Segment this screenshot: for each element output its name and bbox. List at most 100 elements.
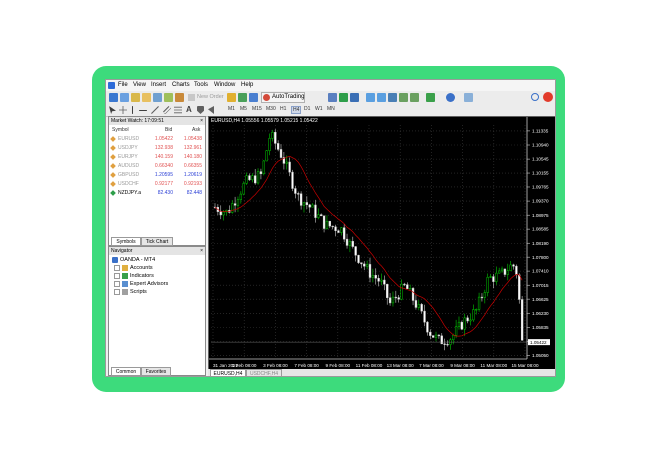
vertical-line-icon[interactable] xyxy=(132,106,133,114)
candle-body xyxy=(317,214,320,218)
list-item[interactable]: EURUSD 1.05422 1.05438 xyxy=(109,135,205,144)
navigator-title: Navigator × xyxy=(109,247,205,255)
time-tick-label: 7 Feb 08:00 xyxy=(294,363,319,368)
navigator-root[interactable]: OANDA - MT4 xyxy=(112,256,155,264)
zoom-in-icon[interactable] xyxy=(366,93,375,102)
menu-window[interactable]: Window xyxy=(214,82,236,88)
market-watch-icon[interactable] xyxy=(131,93,140,102)
history-icon[interactable] xyxy=(249,93,258,102)
list-item[interactable]: GBPUSD 1.20595 1.20619 xyxy=(109,171,205,180)
candle-body xyxy=(268,138,271,151)
symbol-name: GBPUSD xyxy=(118,172,140,178)
search-icon[interactable] xyxy=(531,93,539,101)
candle-body xyxy=(403,283,406,286)
menu-help[interactable]: Help xyxy=(241,82,254,88)
notification-icon[interactable] xyxy=(543,92,553,102)
tab-tick-chart[interactable]: Tick Chart xyxy=(141,237,173,246)
price-tick-label: 1.07410 xyxy=(532,269,549,274)
navigator-icon[interactable] xyxy=(153,93,162,102)
navigator-item-accounts[interactable]: Accounts xyxy=(114,264,153,272)
text-icon[interactable]: A xyxy=(186,105,192,114)
options-icon[interactable] xyxy=(238,93,247,102)
arrows-icon[interactable] xyxy=(208,106,214,114)
timeframe-m30[interactable]: M30 xyxy=(266,106,276,112)
data-window-icon[interactable] xyxy=(142,93,151,102)
header-ask: Ask xyxy=(192,127,201,133)
timeframe-h1[interactable]: H1 xyxy=(280,106,287,112)
menu-insert[interactable]: Insert xyxy=(151,82,167,88)
timeframe-m15[interactable]: M15 xyxy=(252,106,262,112)
candle-body xyxy=(388,297,392,304)
tab-symbols[interactable]: Symbols xyxy=(111,237,141,246)
timeframe-d1[interactable]: D1 xyxy=(304,106,311,112)
menu-tools[interactable]: Tools xyxy=(194,82,209,88)
profiles-icon[interactable] xyxy=(120,93,129,102)
expand-icon[interactable] xyxy=(114,264,120,271)
candle-body xyxy=(242,183,245,195)
menu-view[interactable]: View xyxy=(133,82,146,88)
close-icon[interactable]: × xyxy=(200,118,203,124)
cursor-icon[interactable] xyxy=(109,106,116,114)
tab-chart-usdchf-h4[interactable]: USDCHF,H4 xyxy=(246,369,282,376)
tile-windows-icon[interactable] xyxy=(388,93,397,102)
expand-icon[interactable] xyxy=(114,288,120,295)
timeframe-h4[interactable]: H4 xyxy=(291,106,302,114)
expand-icon[interactable] xyxy=(114,280,120,287)
terminal-icon[interactable] xyxy=(164,93,173,102)
new-chart-icon[interactable] xyxy=(109,93,118,102)
symbol-icon xyxy=(110,190,116,196)
chart-shift-icon[interactable] xyxy=(399,93,408,102)
periods-icon[interactable] xyxy=(446,93,455,102)
list-item[interactable]: AUDUSD 0.66340 0.66355 xyxy=(109,162,205,171)
metaeditor-icon[interactable] xyxy=(227,93,236,102)
autotrading-button[interactable]: AutoTrading xyxy=(261,92,305,103)
candle-body xyxy=(262,160,265,175)
zoom-out-icon[interactable] xyxy=(377,93,386,102)
candle-body xyxy=(288,161,291,173)
indicators-icon[interactable] xyxy=(426,93,435,102)
trendline-icon[interactable] xyxy=(151,106,159,114)
navigator-item-indicators[interactable]: Indicators xyxy=(114,272,154,280)
label-icon[interactable] xyxy=(197,106,204,114)
close-icon[interactable]: × xyxy=(200,248,203,254)
navigator-item-expert-advisors[interactable]: Expert Advisors xyxy=(114,280,168,288)
tab-common[interactable]: Common xyxy=(111,367,141,376)
candle-body xyxy=(391,296,395,304)
candle-body xyxy=(351,241,354,247)
timeframe-w1[interactable]: W1 xyxy=(315,106,323,112)
list-item[interactable]: EURJPY 140.159 140.180 xyxy=(109,153,205,162)
mt4-window: File View Insert Charts Tools Window Hel… xyxy=(105,79,556,377)
timeframe-mn[interactable]: MN xyxy=(327,106,335,112)
list-item[interactable]: NZDJPY.a 82.430 82.448 xyxy=(109,189,205,198)
tab-favorites[interactable]: Favorites xyxy=(141,367,171,376)
navigator-item-scripts[interactable]: Scripts xyxy=(114,288,147,296)
tab-chart-eurusd-h4[interactable]: EURUSD,H4 xyxy=(210,369,246,376)
candle-body xyxy=(256,171,260,184)
templates-icon[interactable] xyxy=(464,93,473,102)
navigator-label-accounts: Accounts xyxy=(130,265,153,271)
new-order-button[interactable]: New Order xyxy=(188,93,224,102)
autoscroll-icon[interactable] xyxy=(410,93,419,102)
expand-icon[interactable] xyxy=(114,272,120,279)
menu-file[interactable]: File xyxy=(118,82,128,88)
list-item[interactable]: USDCHF 0.92177 0.92193 xyxy=(109,180,205,189)
horizontal-line-icon[interactable] xyxy=(139,110,147,111)
fibonacci-icon[interactable] xyxy=(174,106,182,114)
candle-body xyxy=(515,265,518,276)
symbol-name: AUDUSD xyxy=(118,163,140,169)
timeframe-m1[interactable]: M1 xyxy=(228,106,235,112)
candlesticks-icon[interactable] xyxy=(339,93,348,102)
list-item[interactable]: USDJPY 132.938 132.961 xyxy=(109,144,205,153)
price-tick-label: 1.07015 xyxy=(532,283,549,288)
menu-charts[interactable]: Charts xyxy=(172,82,190,88)
candle-body xyxy=(305,202,309,206)
candle-body xyxy=(383,279,386,285)
bar-chart-icon[interactable] xyxy=(328,93,337,102)
strategy-tester-icon[interactable] xyxy=(175,93,184,102)
crosshair-icon[interactable] xyxy=(119,106,127,114)
line-chart-icon[interactable] xyxy=(350,93,359,102)
channel-icon[interactable] xyxy=(163,106,171,114)
price-chart[interactable]: 31 Jan 2022 1 Feb 08:00 3 Feb 08:00 7 Feb 0… xyxy=(208,116,555,370)
candle-body xyxy=(380,279,383,282)
timeframe-m5[interactable]: M5 xyxy=(240,106,247,112)
